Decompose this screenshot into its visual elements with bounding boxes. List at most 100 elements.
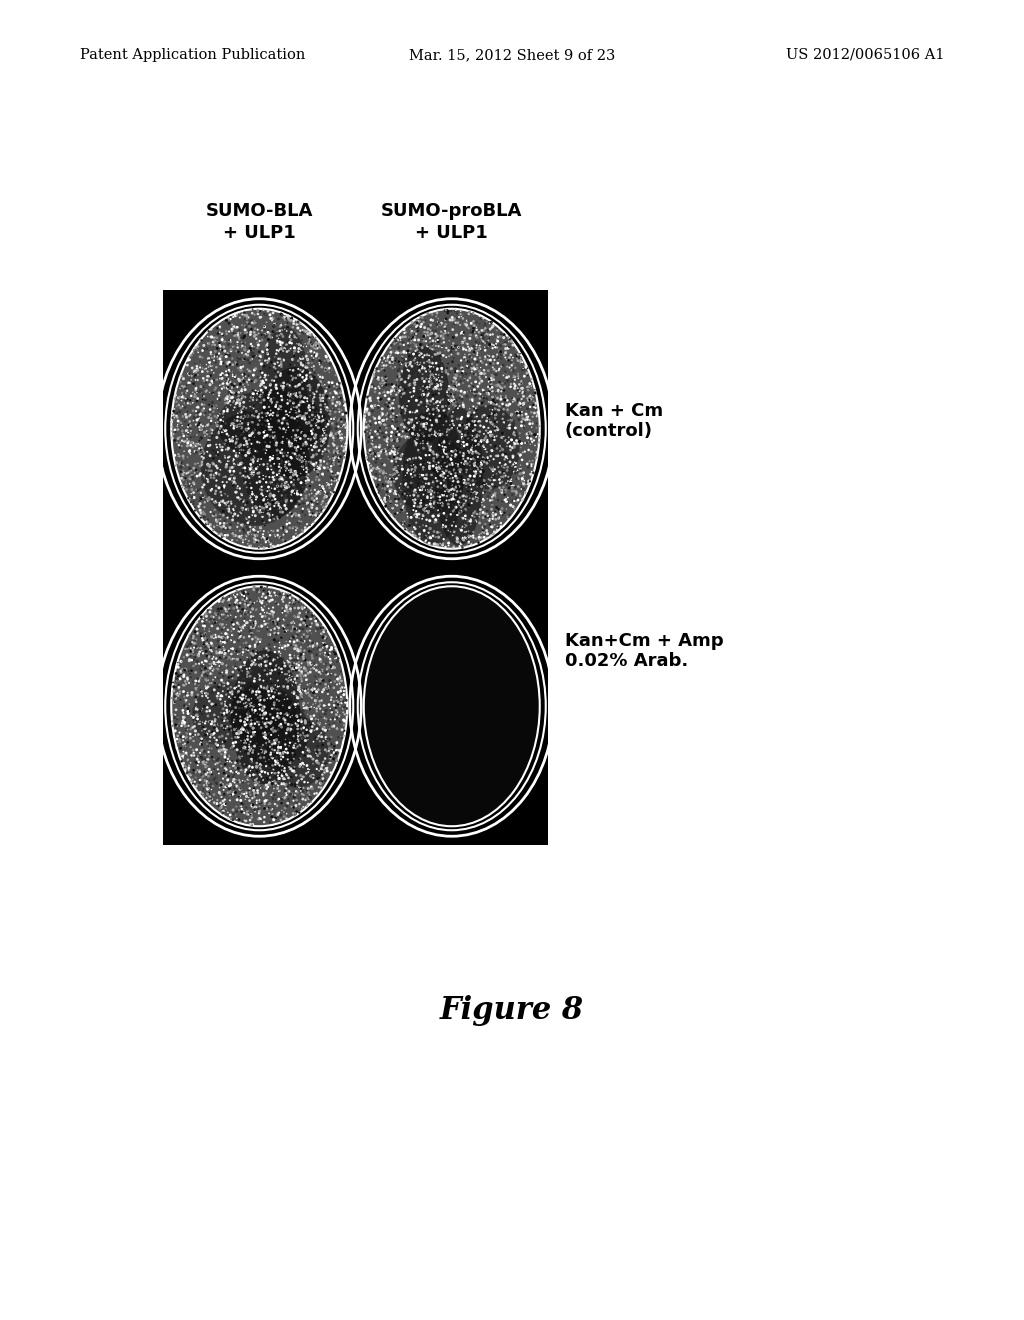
Point <box>303 420 319 441</box>
Point <box>176 696 193 717</box>
Point <box>219 400 236 421</box>
Point <box>264 422 281 444</box>
Point <box>269 392 286 413</box>
Point <box>297 425 313 446</box>
Point <box>470 434 486 455</box>
Point <box>512 380 528 401</box>
Point <box>240 442 256 463</box>
Point <box>315 457 332 478</box>
Point <box>203 653 219 675</box>
Point <box>400 391 417 412</box>
Point <box>191 438 208 459</box>
Point <box>328 692 344 713</box>
Point <box>453 371 469 392</box>
Point <box>262 450 279 471</box>
Point <box>480 376 497 397</box>
Point <box>189 480 206 502</box>
Point <box>213 524 229 545</box>
Point <box>338 413 354 434</box>
Point <box>247 521 263 543</box>
Point <box>381 399 397 420</box>
Point <box>165 672 181 693</box>
Point <box>267 430 284 451</box>
Point <box>246 399 262 420</box>
Point <box>244 698 260 719</box>
Point <box>317 360 334 381</box>
Point <box>255 475 271 496</box>
Point <box>311 731 328 752</box>
Point <box>263 746 280 767</box>
Point <box>484 515 501 536</box>
Point <box>408 364 424 385</box>
Point <box>267 525 284 546</box>
Point <box>443 449 460 470</box>
Point <box>243 433 259 454</box>
Point <box>336 446 352 467</box>
Point <box>523 430 540 451</box>
Point <box>225 391 242 412</box>
Point <box>441 414 458 436</box>
Point <box>288 463 304 484</box>
Point <box>447 453 464 474</box>
Point <box>246 612 262 634</box>
Point <box>461 495 477 516</box>
Point <box>241 519 257 540</box>
Point <box>256 793 272 814</box>
Point <box>322 643 338 664</box>
Point <box>483 413 500 434</box>
Point <box>457 327 473 348</box>
Point <box>295 407 311 428</box>
Point <box>209 407 225 428</box>
Point <box>329 667 345 688</box>
Point <box>185 411 202 432</box>
Point <box>281 477 297 498</box>
Point <box>488 471 505 492</box>
Point <box>185 726 202 747</box>
Point <box>194 739 210 760</box>
Point <box>459 414 475 436</box>
Point <box>392 334 409 355</box>
Point <box>447 496 464 517</box>
Point <box>237 305 253 326</box>
Point <box>312 643 329 664</box>
Point <box>489 391 506 412</box>
Point <box>257 791 273 812</box>
Point <box>479 446 496 467</box>
Point <box>272 498 289 519</box>
Point <box>274 326 291 347</box>
Point <box>417 486 433 507</box>
Point <box>198 710 214 731</box>
Point <box>264 657 281 678</box>
Point <box>384 496 400 517</box>
Point <box>234 513 251 535</box>
Point <box>218 663 234 684</box>
Point <box>422 376 438 397</box>
Point <box>502 393 518 414</box>
Point <box>237 521 253 543</box>
Point <box>225 392 242 413</box>
Point <box>398 453 415 474</box>
Point <box>267 754 284 775</box>
Point <box>175 447 191 469</box>
Point <box>227 473 244 494</box>
Point <box>208 491 224 512</box>
Point <box>212 434 228 455</box>
Point <box>375 474 391 495</box>
Point <box>258 709 274 730</box>
Point <box>471 366 487 387</box>
Point <box>435 331 452 352</box>
Point <box>231 796 248 817</box>
Point <box>206 647 222 668</box>
Point <box>273 467 290 488</box>
Point <box>433 442 450 463</box>
Point <box>415 323 431 345</box>
Point <box>214 785 230 807</box>
Point <box>220 589 237 610</box>
Point <box>249 532 265 553</box>
Point <box>397 352 414 374</box>
Point <box>288 516 304 537</box>
Point <box>238 597 254 618</box>
Point <box>433 478 450 499</box>
Point <box>418 378 434 399</box>
Point <box>504 388 520 409</box>
